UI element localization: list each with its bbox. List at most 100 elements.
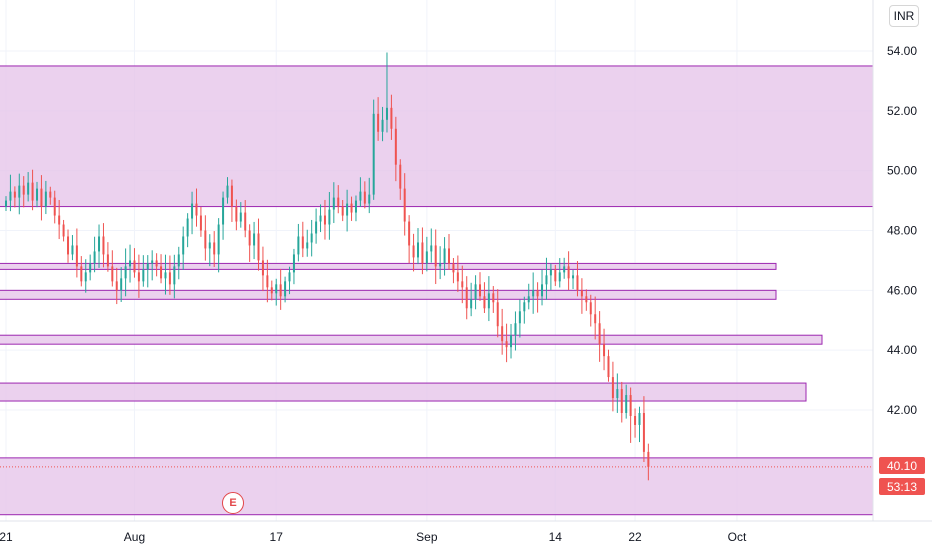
candle-body	[629, 395, 632, 416]
earnings-icon[interactable]: E	[222, 492, 244, 514]
candle	[186, 213, 189, 248]
candle-body	[390, 107, 393, 129]
candle	[514, 311, 517, 351]
price-zone	[0, 382, 807, 402]
candle	[191, 191, 194, 235]
candle-body	[155, 260, 158, 267]
candle-body	[505, 341, 508, 348]
candle	[248, 224, 251, 262]
candle	[434, 229, 437, 285]
candle-body	[164, 272, 167, 279]
candle-body	[439, 263, 442, 267]
price-tick-label: 54.00	[887, 44, 917, 58]
candle	[257, 218, 260, 271]
candle	[142, 255, 145, 287]
candle-body	[363, 191, 366, 204]
candle-body	[563, 266, 566, 273]
candle-body	[412, 245, 415, 258]
candle	[505, 323, 508, 363]
candle-body	[611, 377, 614, 399]
candle-body	[381, 119, 384, 132]
price-axis[interactable]: 54.00 52.00 50.00 48.00 46.00 44.00 42.00	[872, 0, 917, 521]
candle	[120, 267, 123, 302]
candle-body	[598, 323, 601, 345]
candle-body	[372, 113, 375, 195]
candle-body	[487, 293, 490, 309]
price-tick-label: 42.00	[887, 403, 917, 417]
candle	[155, 253, 158, 277]
candle-body	[589, 302, 592, 315]
candle-body	[394, 128, 397, 165]
candle-body	[284, 281, 287, 297]
candle-body	[541, 284, 544, 297]
candle	[195, 188, 198, 227]
candle-body	[151, 260, 154, 264]
candle-body	[341, 206, 344, 216]
candle-body	[549, 269, 552, 276]
candle-body	[647, 451, 650, 467]
candle	[545, 257, 548, 300]
candle	[390, 94, 393, 140]
candle-body	[36, 188, 39, 201]
candle-body	[67, 236, 70, 255]
candle	[611, 361, 614, 412]
candle-body	[350, 203, 353, 213]
candle	[470, 282, 473, 317]
candle-body	[416, 242, 419, 258]
candle-body	[31, 182, 34, 201]
candle	[168, 255, 171, 295]
candle-body	[403, 188, 406, 222]
candle	[572, 270, 575, 290]
candle	[173, 254, 176, 299]
candle-body	[213, 242, 216, 255]
candle	[580, 278, 583, 314]
candle	[554, 264, 557, 286]
candle	[363, 181, 366, 209]
candle-body	[580, 290, 583, 297]
candle-body	[448, 248, 450, 264]
candle-body	[443, 248, 446, 264]
candle	[288, 266, 291, 295]
candle	[129, 244, 132, 283]
candle	[98, 224, 101, 268]
price-zone	[0, 334, 823, 345]
candle-body	[297, 236, 300, 255]
candle	[53, 190, 56, 224]
candle	[222, 191, 225, 240]
candle	[346, 189, 349, 232]
time-tick-label: Aug	[124, 530, 145, 544]
time-axis[interactable]: 21 Aug 17 Sep 14 22 Oct	[0, 520, 932, 544]
candle-body	[456, 272, 459, 282]
candle	[62, 219, 65, 242]
time-tick-label: 17	[270, 530, 284, 544]
candle-body	[261, 260, 264, 276]
candle-body	[492, 293, 495, 303]
price-zone	[0, 457, 874, 516]
candle	[182, 226, 185, 271]
time-tick-label: Oct	[728, 530, 747, 544]
candle-body	[310, 233, 313, 243]
candle-body	[594, 314, 597, 324]
price-zone	[0, 65, 874, 208]
candle	[337, 185, 340, 214]
candle-body	[425, 251, 428, 264]
candle	[625, 384, 628, 419]
candle	[137, 254, 140, 298]
candle	[523, 296, 526, 324]
candle	[297, 223, 300, 262]
candle-body	[430, 245, 433, 252]
candle-body	[226, 185, 229, 198]
candle-body	[62, 224, 65, 237]
candle	[492, 286, 495, 313]
candle	[589, 294, 592, 327]
currency-button[interactable]: INR	[889, 5, 919, 27]
candle	[261, 246, 264, 292]
candle-body	[9, 191, 12, 201]
candle	[461, 265, 464, 304]
candle	[89, 254, 92, 281]
candle	[146, 255, 149, 288]
candle	[292, 248, 295, 285]
candle	[58, 200, 61, 240]
